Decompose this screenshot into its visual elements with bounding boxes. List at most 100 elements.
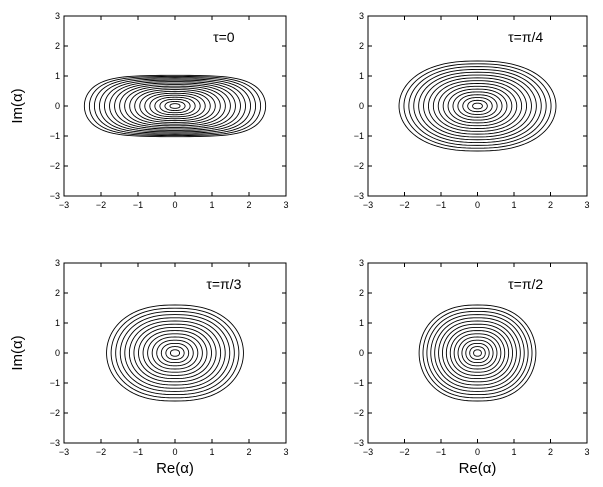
contour-line	[119, 84, 231, 128]
contour-line	[128, 320, 222, 386]
contour-line	[437, 83, 518, 129]
contour-line	[449, 330, 506, 376]
x-tick-label: 1	[511, 200, 516, 210]
contour-line	[133, 323, 217, 383]
contour-line	[151, 336, 199, 370]
contour-line	[104, 79, 246, 133]
contour-line	[447, 88, 508, 124]
contour-line	[452, 91, 503, 121]
contour-line	[114, 82, 236, 130]
panel-label: τ=0	[213, 29, 235, 45]
contour-line	[144, 92, 206, 120]
contour-line	[438, 320, 517, 386]
y-tick-label: −2	[50, 161, 60, 171]
contour-line	[445, 326, 510, 380]
contour-group	[418, 304, 537, 402]
y-tick-label: 1	[359, 318, 364, 328]
contour-line	[147, 333, 203, 373]
x-tick-label: −3	[59, 200, 69, 210]
y-tick-label: 2	[55, 288, 60, 298]
contour-line	[422, 307, 533, 399]
panel-bottom-left: −3 −2 −1 0 1 2 3 3 2 1 0 −1 −2 −3 τ=π/3 Im(α) Re(α)	[9, 258, 289, 477]
contour-line	[142, 330, 208, 376]
x-tick-label: 2	[548, 200, 553, 210]
contour-group	[398, 60, 557, 152]
x-tick-label: 2	[548, 447, 553, 457]
contour-line	[156, 339, 194, 367]
contour-group	[83, 74, 267, 138]
y-tick-label: 1	[55, 71, 60, 81]
y-tick-label: −2	[50, 408, 60, 418]
x-axis-label: Re(α)	[156, 460, 194, 477]
x-tick-label: −3	[59, 447, 69, 457]
x-tick-label: 2	[246, 447, 251, 457]
contour-line	[109, 81, 241, 131]
y-tick-label: 2	[359, 41, 364, 51]
panel-label: τ=π/3	[206, 276, 241, 292]
contour-line	[124, 85, 226, 127]
x-tick-label: 0	[172, 200, 177, 210]
contour-line	[465, 342, 490, 364]
contour-line	[413, 68, 542, 144]
contour-line	[106, 304, 244, 402]
x-tick-label: 1	[209, 447, 214, 457]
panel-top-right: −3 −2 −1 0 1 2 3 3 2 1 0 −1 −2 −3 τ=π/4	[354, 11, 590, 210]
y-tick-label: 1	[55, 318, 60, 328]
contour-line	[432, 80, 523, 132]
contour-line	[418, 304, 537, 402]
contour-line	[139, 90, 211, 122]
contour-line	[418, 71, 537, 141]
panel-label: τ=π/2	[508, 276, 543, 292]
plot-frame	[63, 15, 287, 197]
contour-line	[403, 63, 552, 149]
y-tick-label: 1	[359, 71, 364, 81]
contour-line	[462, 97, 493, 115]
contour-line	[473, 349, 482, 357]
y-tick-label: 3	[55, 11, 60, 21]
contour-line	[427, 77, 528, 135]
x-tick-label: 3	[584, 447, 589, 457]
contour-line	[457, 94, 498, 118]
contour-line	[159, 98, 191, 114]
x-tick-label: 0	[475, 447, 480, 457]
contour-line	[453, 333, 502, 373]
contour-line	[99, 78, 251, 134]
panel-bottom-right: −3 −2 −1 0 1 2 3 3 2 1 0 −1 −2 −3 τ=π/2 Re(α)	[354, 258, 590, 477]
contour-line	[457, 336, 498, 370]
contour-line	[149, 94, 201, 118]
x-tick-label: −2	[96, 447, 106, 457]
contour-line	[442, 323, 513, 383]
x-tick-label: −1	[436, 200, 446, 210]
x-tick-label: −2	[399, 447, 409, 457]
contour-line	[129, 87, 221, 125]
y-tick-label: 2	[359, 288, 364, 298]
y-tick-label: −1	[354, 378, 364, 388]
x-axis-label: Re(α)	[459, 460, 497, 477]
panel-label: τ=π/4	[508, 29, 543, 45]
x-tick-label: 0	[475, 200, 480, 210]
x-tick-label: 2	[246, 200, 251, 210]
plot-frame	[367, 15, 588, 197]
y-tick-label: 0	[55, 101, 60, 111]
x-tick-label: −1	[436, 447, 446, 457]
plot-frame	[367, 262, 588, 444]
contour-line	[467, 99, 488, 113]
contour-line	[115, 310, 235, 396]
panel-top-left: −3 −2 −1 0 1 2 3 3 2 1 0 −1 −2 −3 τ=0 Im(α)	[9, 11, 289, 210]
contour-line	[93, 77, 257, 135]
contour-line	[160, 342, 190, 364]
contour-line	[469, 346, 486, 360]
contour-line	[164, 101, 186, 111]
contour-line	[430, 314, 525, 392]
contour-group	[106, 304, 244, 402]
contour-line	[169, 103, 181, 109]
contour-line	[442, 85, 513, 127]
y-tick-label: −3	[354, 438, 364, 448]
contour-line	[426, 310, 529, 396]
x-tick-label: 3	[283, 447, 288, 457]
x-tick-label: −1	[133, 200, 143, 210]
y-tick-label: 2	[55, 41, 60, 51]
x-tick-label: −3	[363, 447, 373, 457]
y-axis-label: Im(α)	[9, 335, 26, 370]
